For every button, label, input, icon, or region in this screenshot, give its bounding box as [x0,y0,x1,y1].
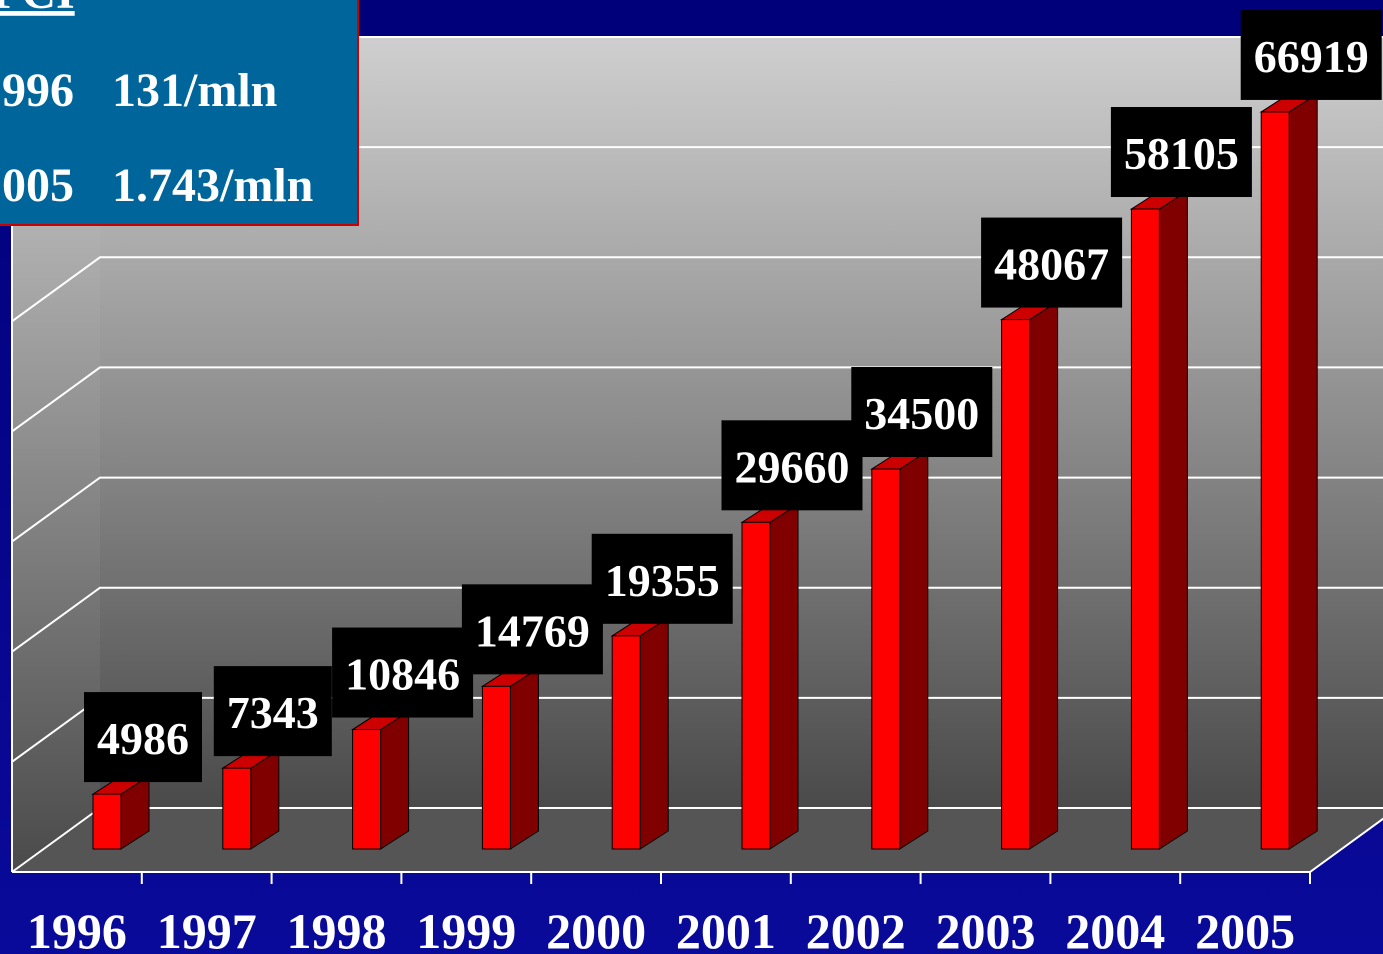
bar-front [871,468,901,850]
value-label-box [851,367,993,458]
value-label-box [1240,9,1382,100]
x-tick-label: 2004 [1065,903,1165,954]
inset-box: PCI 1996 131/mln 2005 1.743/mln [0,0,359,226]
bar-front [481,685,511,850]
inset-year: 2005 [0,159,74,212]
bar-side [1029,300,1059,850]
bar-front [352,729,382,850]
bar [1129,190,1190,850]
value-label: 66919 [1254,31,1369,82]
x-tick-label: 2005 [1195,903,1295,954]
grid-line [11,256,1383,323]
value-label-box [981,217,1123,308]
bar-side [380,710,410,850]
grid-line [11,586,1383,653]
x-tick-label: 2000 [546,903,646,954]
bar-front [1130,208,1160,850]
bar-side [1158,190,1188,850]
bar [1259,93,1319,850]
value-label-box [332,627,474,718]
bar-side [639,616,669,850]
bar-side [509,667,539,850]
bar [610,616,670,850]
bar-side [1288,93,1318,850]
value-label: 58105 [1124,128,1239,179]
bar-side [769,503,799,850]
side-wall [12,37,100,872]
bar [999,300,1060,850]
value-label: 34500 [864,388,979,439]
bar-front [92,793,122,850]
bar [221,749,281,850]
value-label: 7343 [227,687,319,738]
grid-line [11,476,1383,543]
x-tick-label: 2002 [806,903,906,954]
value-label-box [591,533,733,624]
value-label: 48067 [994,239,1109,290]
bar-front [1001,319,1031,850]
value-label: 14769 [475,605,590,656]
value-label: 10846 [345,649,460,700]
inset-year: 1996 [0,64,74,117]
inset-title: PCI [0,0,75,19]
bar [740,503,800,850]
value-label-box [84,692,202,783]
x-tick-label: 1999 [416,903,516,954]
value-label: 19355 [605,555,720,606]
x-tick-label: 1997 [157,903,257,954]
inset-rate: 131/mln [112,64,277,117]
bar-front [222,767,252,850]
value-label: 29660 [735,441,850,492]
value-label: 4986 [97,713,189,764]
value-label-box [461,584,603,675]
bar [480,667,541,850]
inset-rate: 1.743/mln [112,159,313,212]
x-tick-label: 1996 [27,903,127,954]
inset-background [0,0,359,226]
bar [870,450,930,850]
bar-side [899,450,929,850]
x-tick-label: 2003 [936,903,1036,954]
value-label-box [721,420,863,511]
bar [350,710,411,850]
x-tick-label: 1998 [287,903,387,954]
x-tick-label: 2001 [676,903,776,954]
bar-front [1260,111,1290,850]
value-label-box [213,666,332,757]
bar-front [611,635,641,850]
bar-front [741,521,771,850]
bars: 4986 7343 10846 14769 19355 29660 34500 48067 58… [84,9,1382,850]
value-label-box [1110,107,1252,198]
